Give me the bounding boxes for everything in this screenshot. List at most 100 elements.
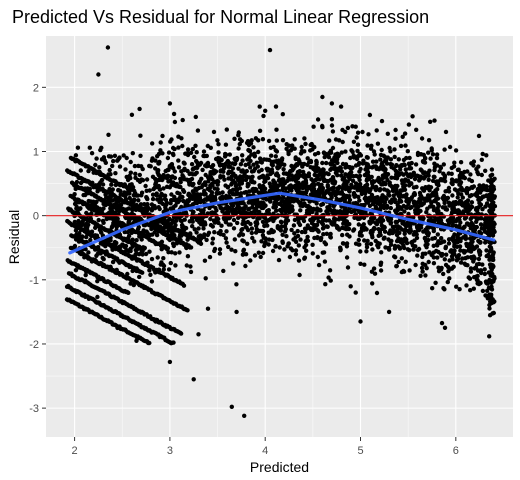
data-point bbox=[375, 218, 380, 223]
data-point bbox=[482, 217, 487, 222]
data-point bbox=[469, 200, 475, 205]
data-point bbox=[444, 196, 449, 201]
data-point bbox=[471, 228, 476, 233]
data-point bbox=[169, 250, 174, 255]
data-point bbox=[184, 151, 189, 156]
data-point bbox=[145, 231, 150, 237]
data-point bbox=[147, 340, 152, 346]
data-point bbox=[371, 179, 376, 184]
data-point bbox=[430, 204, 435, 209]
data-point bbox=[205, 175, 211, 180]
data-point bbox=[257, 128, 263, 133]
data-point bbox=[320, 160, 325, 166]
data-point bbox=[475, 170, 480, 175]
data-point bbox=[489, 172, 495, 177]
data-point bbox=[242, 413, 247, 418]
data-point bbox=[385, 188, 390, 193]
data-point bbox=[480, 185, 485, 190]
data-point bbox=[436, 239, 441, 244]
data-point bbox=[293, 183, 298, 188]
data-point bbox=[76, 218, 81, 224]
data-point bbox=[282, 181, 287, 186]
data-point bbox=[187, 219, 192, 224]
data-point bbox=[114, 267, 119, 273]
data-point bbox=[403, 143, 408, 148]
data-point bbox=[170, 180, 176, 185]
data-point bbox=[78, 186, 84, 191]
data-point bbox=[344, 194, 350, 199]
data-point bbox=[321, 225, 326, 230]
data-point bbox=[259, 187, 265, 193]
data-point bbox=[149, 256, 155, 262]
data-point bbox=[131, 199, 136, 204]
data-point bbox=[125, 215, 130, 220]
data-point bbox=[75, 200, 80, 205]
data-point bbox=[168, 139, 173, 144]
data-point bbox=[187, 171, 192, 177]
data-point bbox=[471, 259, 476, 264]
data-point bbox=[96, 72, 101, 77]
data-point bbox=[474, 191, 480, 197]
data-point bbox=[325, 183, 330, 188]
data-point bbox=[243, 224, 248, 230]
data-point bbox=[124, 200, 129, 205]
data-point bbox=[92, 208, 97, 213]
data-point bbox=[392, 243, 398, 249]
data-point bbox=[350, 124, 355, 129]
data-point bbox=[399, 256, 404, 261]
data-point bbox=[466, 222, 472, 228]
data-point bbox=[172, 169, 177, 174]
data-point bbox=[451, 200, 456, 205]
data-point bbox=[341, 241, 346, 246]
data-point bbox=[188, 269, 194, 275]
data-point bbox=[285, 214, 290, 219]
data-point bbox=[423, 273, 428, 278]
data-point bbox=[426, 225, 431, 230]
data-point bbox=[290, 248, 295, 253]
data-point bbox=[387, 182, 393, 188]
data-point bbox=[284, 197, 289, 202]
data-point bbox=[244, 168, 249, 174]
data-point bbox=[410, 215, 415, 220]
data-point bbox=[351, 227, 357, 232]
data-point bbox=[354, 135, 359, 140]
data-point bbox=[480, 151, 485, 157]
data-point bbox=[153, 180, 159, 185]
data-point bbox=[161, 225, 166, 231]
data-point bbox=[484, 184, 489, 189]
data-point bbox=[94, 233, 100, 238]
data-point bbox=[152, 230, 157, 235]
data-point bbox=[480, 207, 485, 212]
data-point bbox=[452, 252, 457, 257]
data-point bbox=[195, 128, 201, 133]
data-point bbox=[89, 151, 95, 156]
y-tick-label: 1 bbox=[33, 146, 39, 158]
data-point bbox=[416, 246, 422, 252]
data-point bbox=[293, 248, 299, 253]
data-point bbox=[385, 155, 390, 160]
data-point bbox=[277, 201, 282, 207]
data-point bbox=[379, 250, 384, 255]
data-point bbox=[230, 192, 236, 197]
data-point bbox=[368, 221, 373, 226]
data-point bbox=[393, 199, 398, 205]
data-point bbox=[382, 235, 387, 240]
data-point bbox=[426, 259, 431, 265]
data-point bbox=[445, 279, 450, 285]
data-point bbox=[261, 113, 266, 119]
data-point bbox=[171, 340, 176, 345]
data-point bbox=[382, 229, 388, 234]
data-point bbox=[231, 171, 236, 176]
data-point bbox=[303, 141, 308, 147]
data-point bbox=[489, 186, 494, 191]
data-point bbox=[485, 288, 490, 293]
data-point bbox=[434, 155, 440, 161]
data-point bbox=[169, 198, 174, 203]
data-point bbox=[443, 189, 448, 194]
data-point bbox=[489, 287, 495, 292]
data-point bbox=[475, 186, 481, 192]
data-point bbox=[315, 235, 320, 241]
data-point bbox=[432, 167, 437, 173]
data-point bbox=[270, 163, 275, 168]
data-point bbox=[393, 255, 398, 260]
